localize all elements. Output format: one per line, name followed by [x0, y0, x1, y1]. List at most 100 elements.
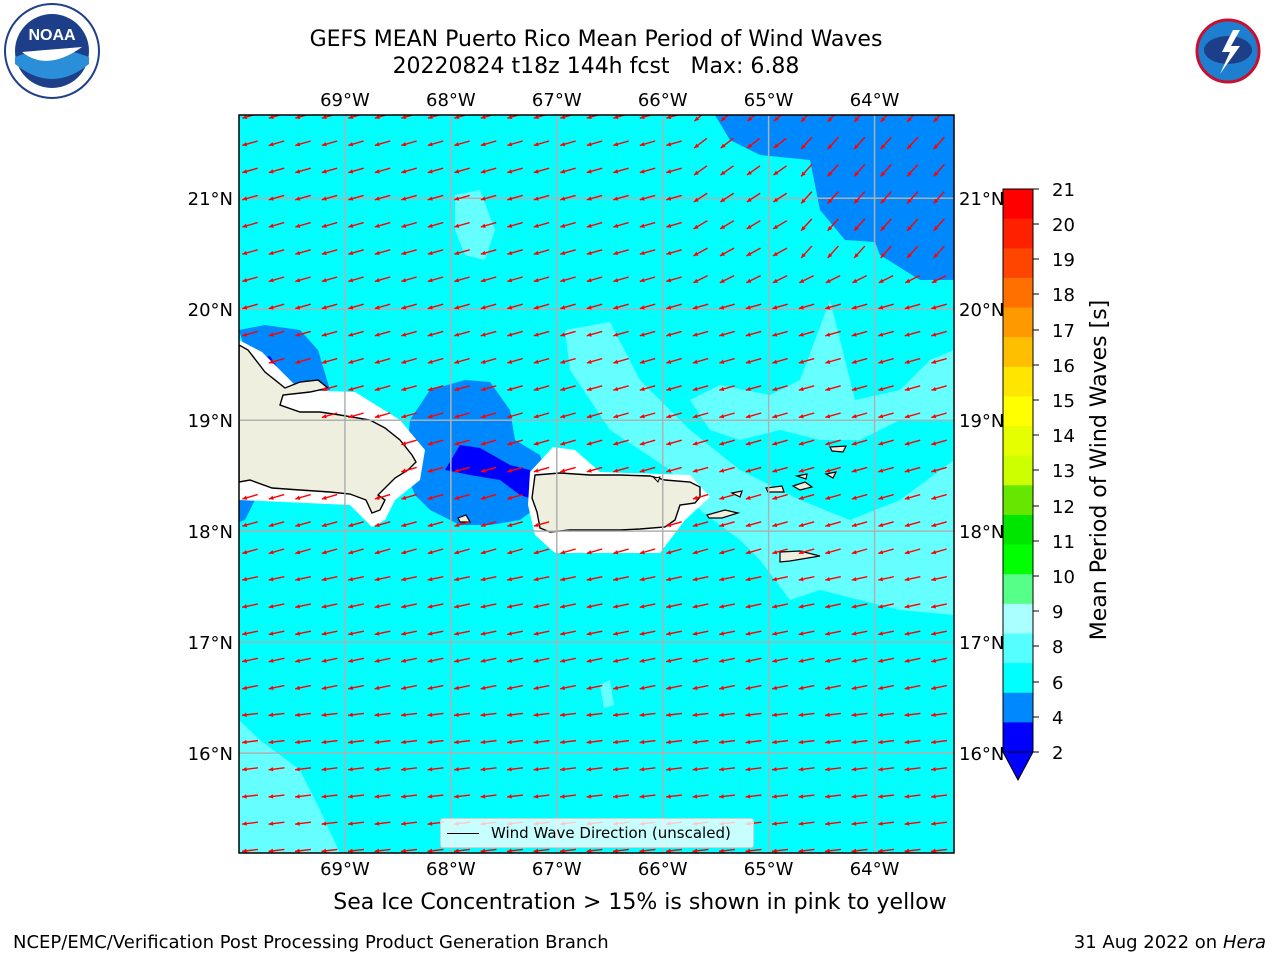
wave-arrow — [771, 767, 789, 772]
island — [730, 490, 743, 498]
wave-arrow — [931, 412, 947, 419]
lat-label-left: 18°N — [188, 522, 233, 543]
wave-arrow — [693, 192, 708, 203]
wave-arrow — [851, 712, 868, 717]
wave-arrow — [507, 194, 523, 201]
colorbar-tick-label: 14 — [1052, 426, 1075, 447]
colorbar-tick-label: 2 — [1052, 743, 1063, 764]
wave-arrow — [878, 630, 894, 636]
wave-arrow — [347, 848, 365, 853]
wave-arrow — [639, 767, 656, 772]
wave-arrow — [612, 767, 630, 772]
wave-arrow — [480, 385, 497, 392]
wave-arrow — [507, 684, 523, 691]
wave-arrow — [772, 657, 788, 663]
colorbar-segment — [1003, 455, 1033, 486]
wave-arrow — [853, 218, 866, 232]
wave-arrow — [931, 684, 947, 691]
wave-arrow — [878, 521, 894, 528]
wave-arrow — [933, 218, 945, 232]
wave-arrow — [613, 412, 629, 419]
wave-arrow — [348, 303, 364, 310]
wave-arrow — [665, 794, 683, 799]
wave-arrow — [639, 848, 656, 853]
wave-arrow — [533, 167, 550, 174]
wave-arrow — [242, 603, 258, 609]
wave-arrow — [931, 576, 947, 582]
wave-arrow — [374, 194, 391, 201]
lon-label-bottom: 69°W — [320, 859, 370, 880]
wave-arrow — [827, 136, 839, 150]
wave-arrow — [321, 767, 338, 772]
footer-date: 31 Aug 2022 on Hera — [1073, 932, 1266, 953]
wave-arrow — [798, 767, 815, 772]
wave-arrow — [745, 603, 762, 609]
wave-arrow — [851, 848, 868, 853]
wave-arrow — [560, 548, 576, 555]
wave-arrow — [639, 548, 656, 555]
wave-arrow — [639, 357, 656, 364]
wave-arrow — [692, 330, 709, 337]
wave-arrow — [665, 767, 683, 772]
wave-arrow — [268, 712, 285, 717]
wave-arrow — [719, 412, 735, 419]
wave-arrow — [533, 521, 550, 528]
wave-arrow — [693, 115, 703, 122]
colorbar-tick-label: 20 — [1052, 215, 1075, 236]
wave-arrow — [798, 739, 815, 745]
wave-arrow — [560, 276, 576, 283]
wave-arrow — [666, 357, 682, 364]
wave-arrow — [613, 249, 629, 256]
wave-arrow — [772, 220, 788, 230]
wave-arrow — [268, 603, 285, 609]
wave-arrow — [480, 276, 497, 283]
wave-arrow — [401, 630, 417, 636]
wave-arrow — [851, 385, 868, 392]
wave-arrow — [321, 115, 336, 120]
wave-arrow — [533, 115, 548, 120]
wave-arrow — [853, 163, 866, 177]
wave-arrow — [454, 221, 470, 228]
wave-arrow — [427, 140, 444, 147]
lat-label-left: 17°N — [188, 633, 233, 654]
wave-arrow — [454, 330, 470, 337]
lat-label-right: 21°N — [959, 189, 1004, 210]
wave-arrow — [268, 630, 285, 636]
wave-arrow — [772, 247, 788, 257]
wave-arrow — [719, 220, 735, 230]
wave-arrow — [930, 767, 948, 772]
wave-arrow — [639, 115, 654, 120]
colorbar-segment — [1003, 189, 1033, 220]
lon-label-top: 67°W — [532, 90, 582, 111]
wave-arrow — [666, 140, 682, 147]
wave-arrow — [719, 493, 735, 500]
wave-arrow — [639, 712, 656, 717]
wave-arrow — [825, 412, 841, 419]
wave-arrow — [639, 739, 656, 745]
wave-arrow — [560, 603, 576, 609]
wave-arrow — [666, 657, 682, 663]
wave-arrow — [480, 657, 497, 663]
wave-arrow — [480, 794, 497, 799]
wave-arrow — [586, 548, 603, 555]
wave-arrow — [427, 412, 444, 419]
wave-arrow — [666, 303, 682, 310]
wave-arrow — [268, 767, 285, 772]
wave-arrow — [400, 821, 418, 826]
wave-arrow — [242, 167, 258, 174]
island — [794, 473, 808, 480]
wave-arrow — [878, 657, 894, 663]
wave-arrow — [268, 194, 285, 201]
wave-arrow — [321, 821, 338, 826]
wave-arrow — [931, 303, 947, 310]
wave-arrow — [586, 684, 603, 691]
wave-arrow — [853, 115, 862, 123]
wave-arrow — [904, 794, 921, 799]
wave-arrow — [666, 603, 682, 609]
wave-arrow — [666, 684, 682, 691]
wave-arrow — [348, 548, 364, 555]
wave-arrow — [295, 657, 311, 663]
wave-arrow — [613, 357, 629, 364]
wave-arrow — [427, 249, 444, 256]
wave-arrow — [933, 191, 945, 205]
